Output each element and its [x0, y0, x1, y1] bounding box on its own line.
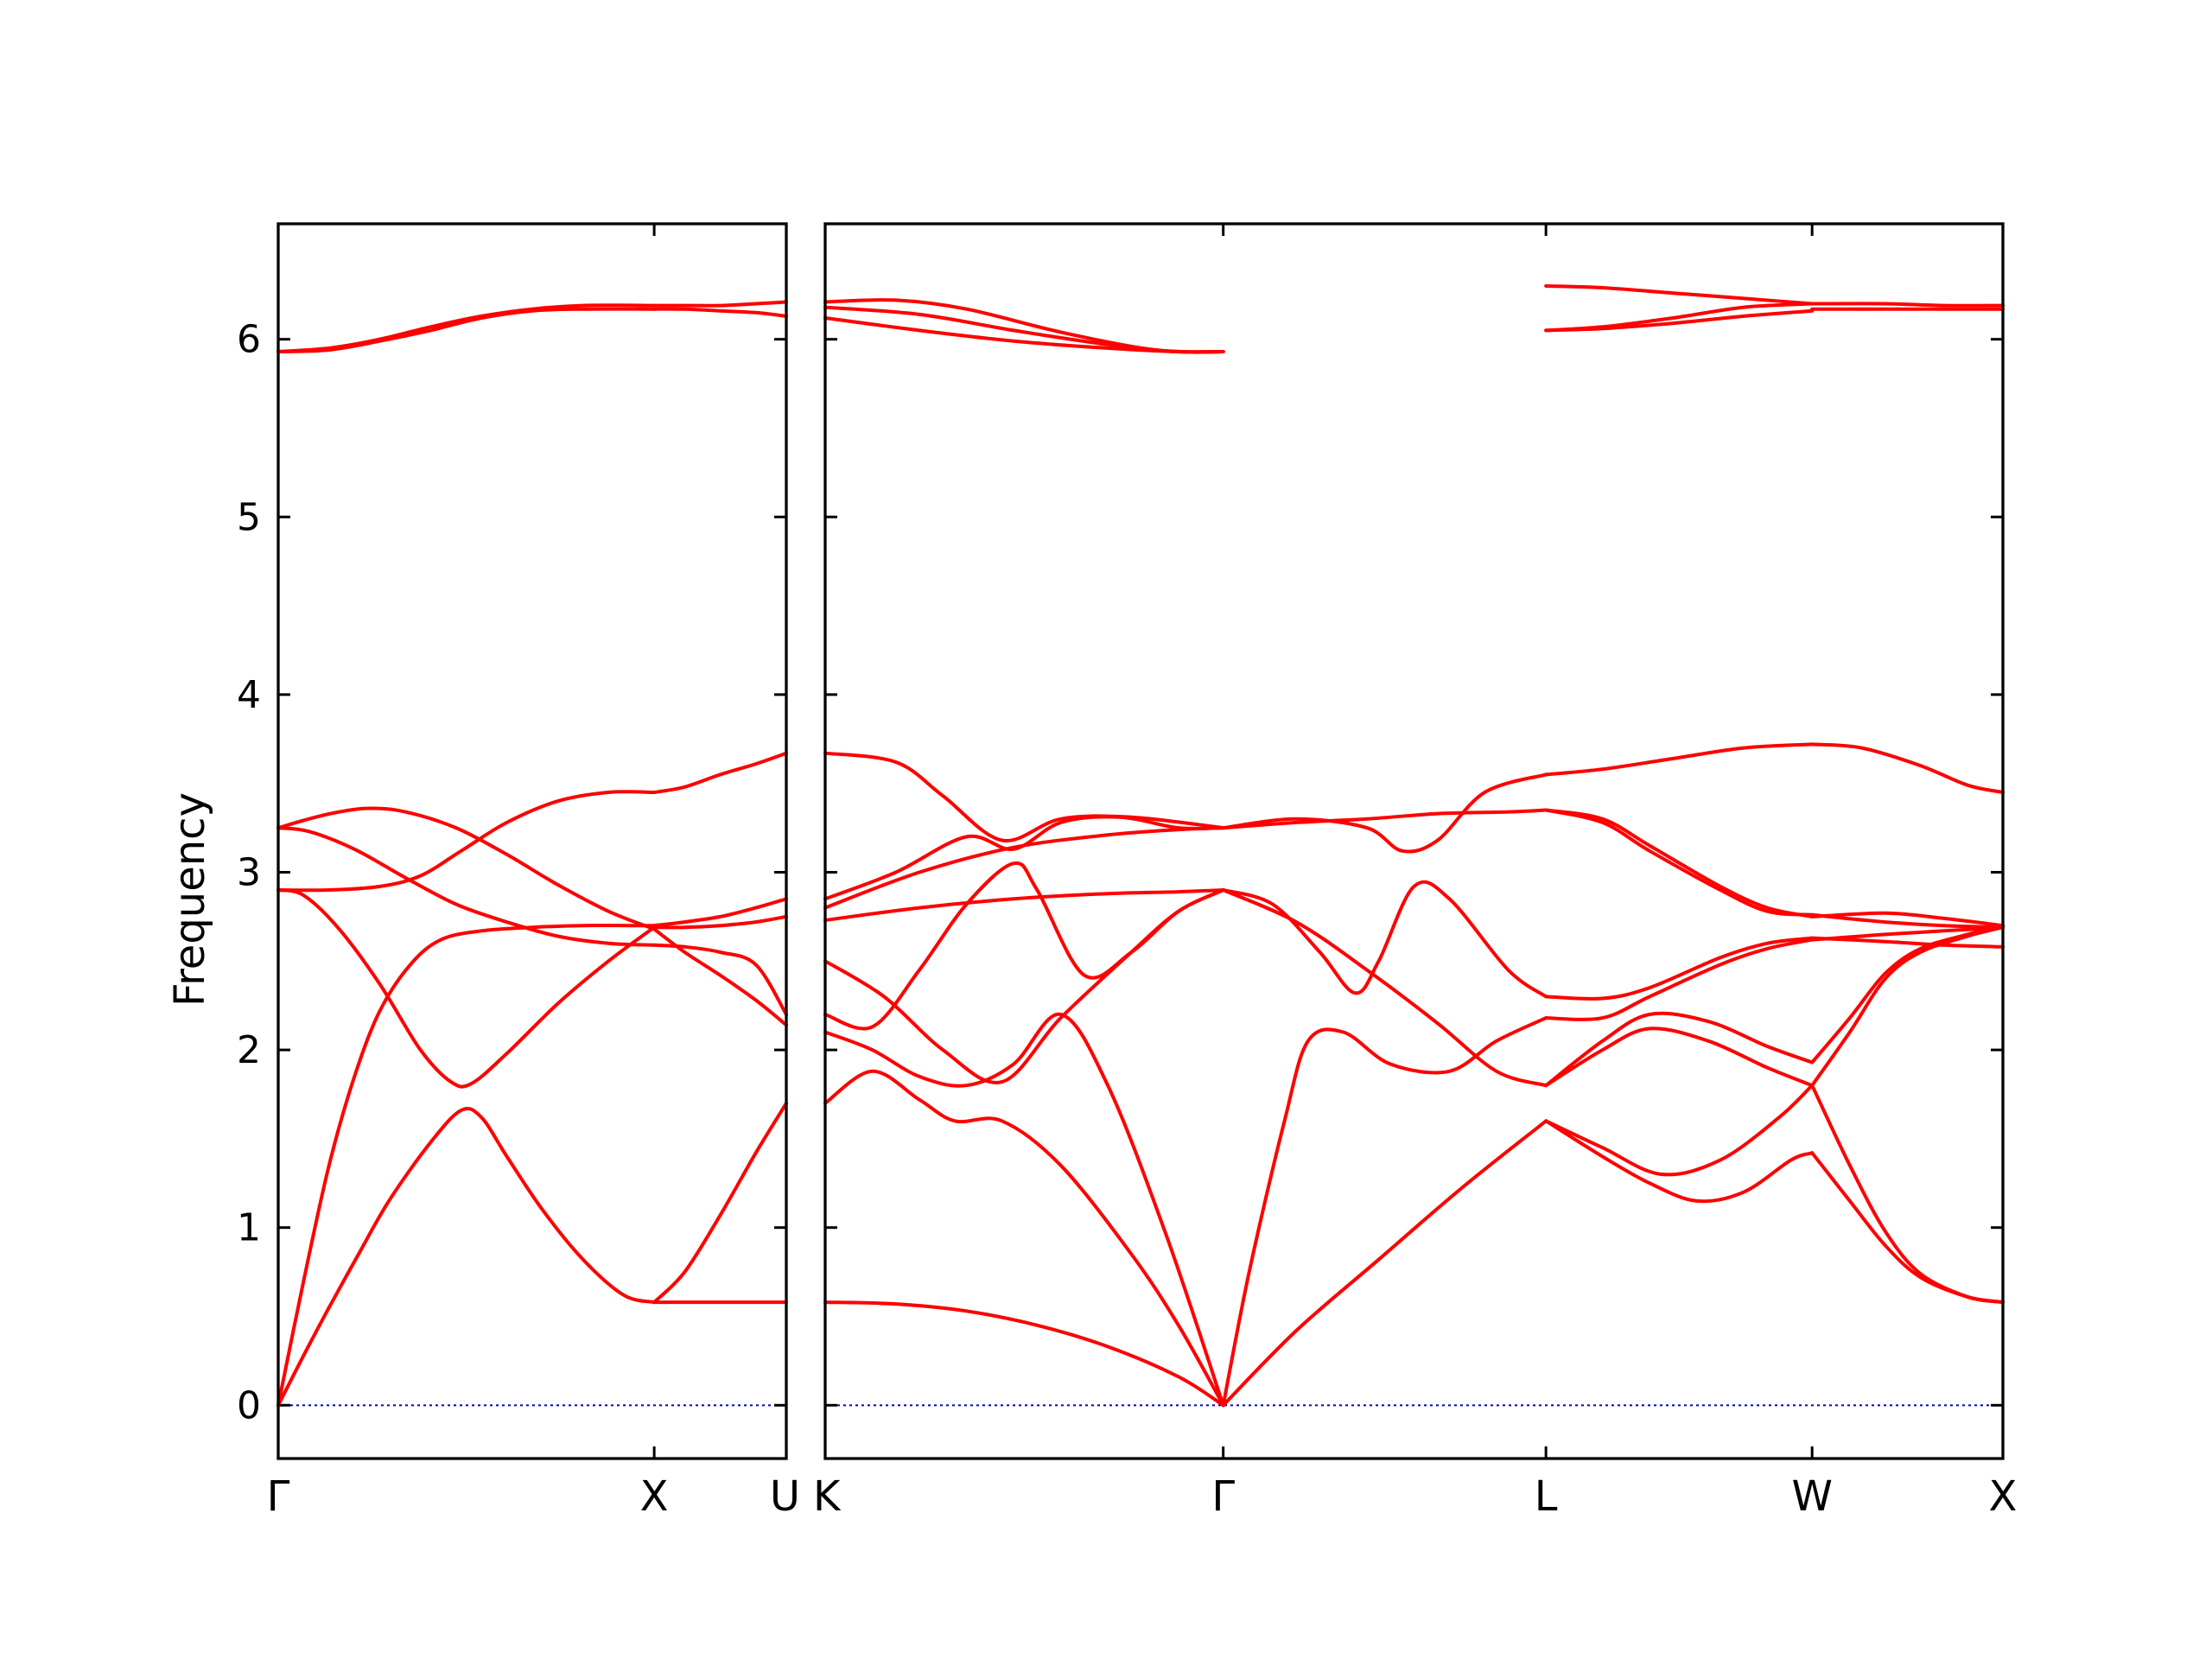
band-line	[823, 298, 1225, 354]
band-line	[1544, 808, 1815, 918]
x-tick-label: X	[1989, 1472, 2018, 1521]
band-line	[1221, 772, 1548, 854]
band-line	[276, 303, 657, 353]
band-line	[276, 826, 657, 947]
band-line	[823, 1300, 1225, 1408]
x-tick-label: Γ	[267, 1472, 290, 1521]
band-line	[1544, 1011, 1815, 1088]
band-line	[1810, 911, 2005, 928]
band-line	[652, 914, 788, 930]
band-line	[1221, 1016, 1548, 1408]
band-line	[1544, 284, 1815, 306]
band-line	[1544, 1027, 1815, 1088]
band-line	[1544, 936, 1815, 1001]
band-line	[652, 897, 788, 928]
plot-layer: Γ X U 0 1 2 3 4 5 6 K Γ L W X	[237, 222, 2018, 1521]
y-tick-label: 0	[237, 1383, 261, 1427]
band-line	[276, 806, 657, 931]
x-tick-label: L	[1535, 1472, 1558, 1521]
band-line	[652, 300, 788, 308]
band-line	[823, 1069, 1225, 1408]
band-line	[1221, 1119, 1548, 1408]
band-line	[1810, 912, 2005, 930]
panel-frame	[823, 222, 2005, 1460]
band-line	[1544, 308, 1815, 333]
y-tick-label: 1	[237, 1206, 261, 1250]
band-line	[1544, 742, 1815, 777]
band-line	[1810, 302, 2005, 308]
x-tick-label: W	[1791, 1472, 1832, 1521]
band-line	[1221, 808, 1548, 830]
band-line	[1221, 888, 1548, 1088]
panel-frame	[276, 222, 788, 1460]
band-line	[1544, 808, 1815, 917]
band-line	[1544, 1119, 1815, 1204]
band-line	[823, 751, 1225, 842]
band-line	[652, 307, 788, 318]
y-tick-label: 5	[237, 495, 261, 539]
y-tick-label: 4	[237, 673, 261, 717]
band-line	[652, 751, 788, 794]
y-tick-label: 6	[237, 318, 261, 362]
band-line	[823, 815, 1225, 901]
x-tick-label: U	[770, 1472, 800, 1521]
band-line	[1544, 1084, 1815, 1177]
band-line	[1810, 1084, 2005, 1305]
band-line	[276, 888, 657, 1089]
y-tick-label: 3	[237, 850, 261, 894]
band-line	[652, 943, 788, 1016]
band-line	[276, 924, 657, 1408]
band-line	[1810, 742, 2005, 794]
band-line	[276, 790, 657, 893]
band-line	[1544, 938, 1815, 1021]
band-line	[652, 1101, 788, 1305]
panel-1: Γ X U 0 1 2 3 4 5 6	[237, 222, 800, 1521]
band-line	[823, 1012, 1225, 1408]
x-tick-label: X	[640, 1472, 669, 1521]
y-tick-label: 2	[237, 1028, 261, 1072]
band-line	[276, 1107, 657, 1408]
band-line	[1810, 936, 2005, 949]
x-tick-label: Γ	[1211, 1472, 1235, 1521]
band-line	[823, 888, 1225, 1084]
band-line	[1810, 925, 2005, 942]
y-axis-label: Frequency	[166, 792, 214, 1007]
band-line	[823, 888, 1225, 922]
x-tick-label: K	[813, 1472, 842, 1521]
band-line	[276, 307, 657, 353]
band-line	[1810, 924, 2005, 1065]
